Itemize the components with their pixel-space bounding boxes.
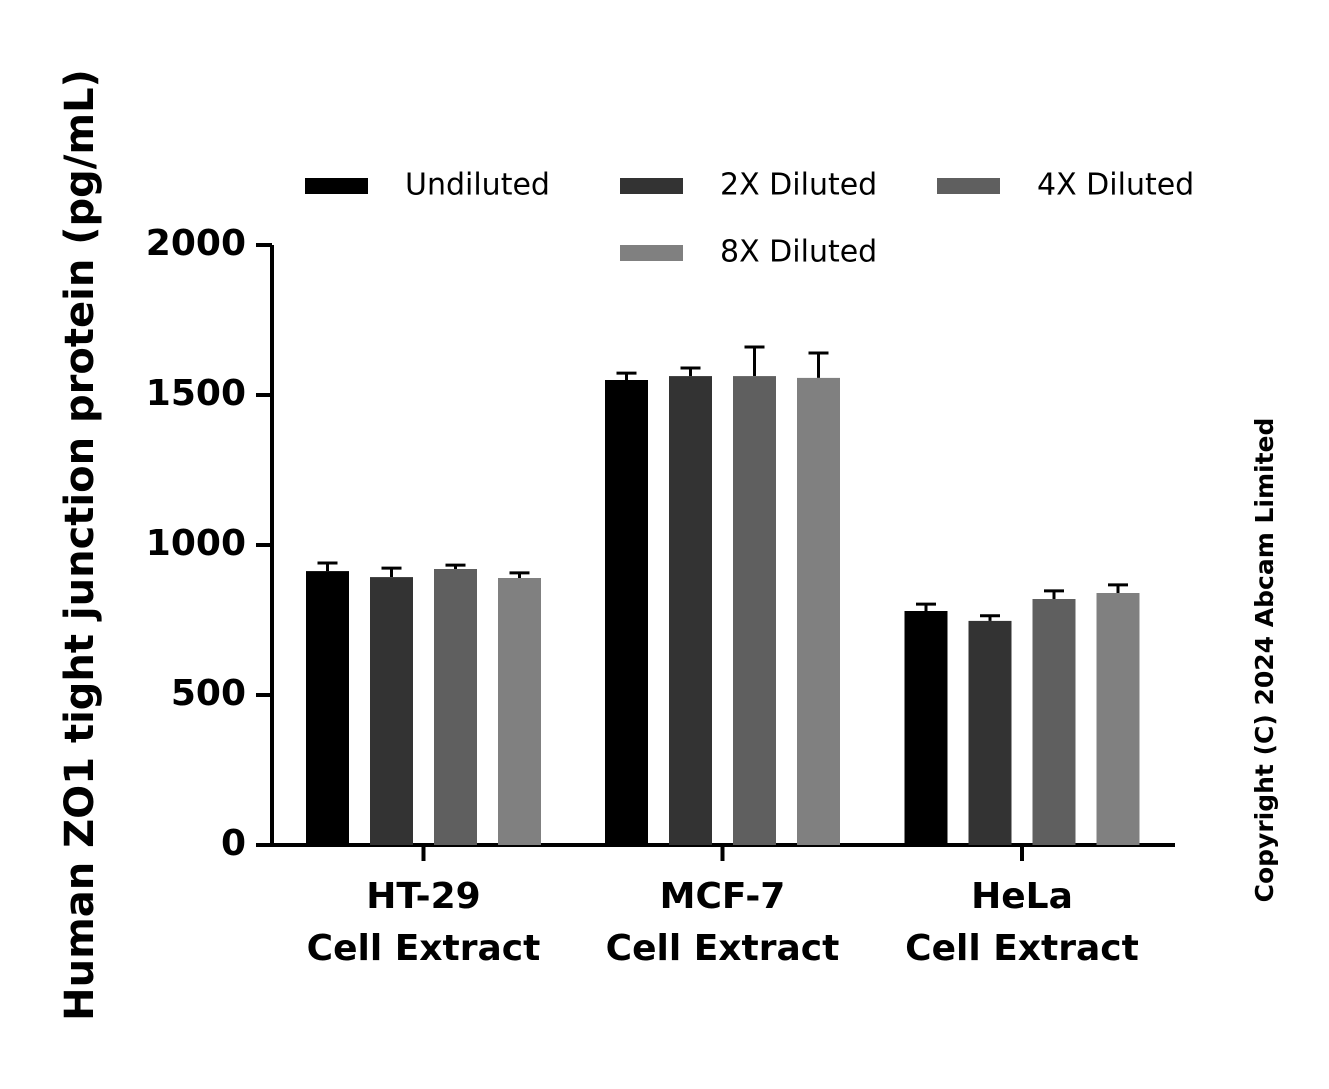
legend-swatch <box>620 178 683 194</box>
legend-label: 2X Diluted <box>720 168 877 203</box>
bar <box>306 571 349 845</box>
legend-label: 8X Diluted <box>720 235 877 270</box>
copyright: Copyright (C) 2024 Abcam Limited <box>1250 418 1279 903</box>
bar <box>370 577 413 845</box>
bar <box>605 380 648 845</box>
legend-swatch <box>937 178 1000 194</box>
y-tick-label: 1500 <box>146 373 246 414</box>
legend-label: Undiluted <box>405 168 550 203</box>
legend-swatch <box>620 245 683 261</box>
x-tick-label: Cell Extract <box>905 928 1139 969</box>
bar <box>434 569 477 845</box>
bar <box>669 376 712 845</box>
legend-label: 4X Diluted <box>1037 168 1194 203</box>
legend-swatch <box>305 178 368 194</box>
x-tick-label: Cell Extract <box>606 928 840 969</box>
y-tick-label: 0 <box>221 823 246 864</box>
x-tick-label: HT-29 <box>366 876 480 917</box>
bar <box>498 578 541 845</box>
y-axis-title: Human ZO1 tight junction protein (pg/mL) <box>57 69 103 1021</box>
bar <box>968 620 1012 845</box>
x-tick-label: HeLa <box>971 876 1073 917</box>
y-tick-label: 1000 <box>146 523 246 564</box>
bar <box>1032 599 1076 845</box>
bar <box>797 377 840 845</box>
bar <box>733 376 776 845</box>
bar <box>1096 593 1140 845</box>
bar <box>904 611 948 845</box>
y-tick-label: 500 <box>171 673 246 714</box>
x-tick-label: Cell Extract <box>307 928 541 969</box>
y-tick-label: 2000 <box>146 223 246 264</box>
x-tick-label: MCF-7 <box>660 876 786 917</box>
